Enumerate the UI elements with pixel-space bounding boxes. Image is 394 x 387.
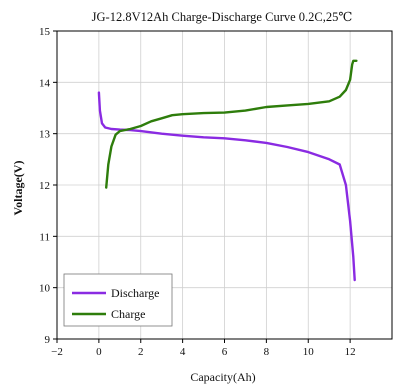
legend-label-charge: Charge	[111, 307, 145, 321]
y-tick-label: 14	[39, 77, 51, 89]
series-line-discharge	[97, 91, 356, 282]
x-tick-label: 4	[180, 346, 186, 358]
x-axis-ticks: −2 0 2 4 6 8 10 12	[51, 339, 356, 358]
series-line-charge	[105, 59, 358, 189]
legend: Discharge Charge	[63, 273, 173, 327]
y-tick-label: 11	[39, 231, 50, 243]
x-tick-label: 6	[222, 346, 228, 358]
y-tick-label: 15	[39, 26, 51, 38]
legend-box	[63, 273, 173, 327]
x-tick-label: 12	[345, 346, 356, 358]
y-axis-label: Voltage(V)	[11, 161, 25, 216]
x-tick-label: 2	[138, 346, 144, 358]
x-tick-label: 0	[96, 346, 102, 358]
x-tick-label: 10	[303, 346, 315, 358]
legend-label-discharge: Discharge	[111, 286, 159, 300]
y-tick-label: 13	[39, 129, 51, 141]
x-axis-label: Capacity(Ah)	[190, 370, 255, 384]
x-tick-label: 8	[264, 346, 270, 358]
y-axis-ticks: 9 10 11 12 13 14 15	[39, 26, 57, 346]
y-tick-label: 10	[39, 283, 51, 295]
x-tick-label: −2	[51, 346, 63, 358]
series-lines	[97, 59, 358, 282]
y-tick-label: 12	[39, 180, 50, 192]
y-tick-label: 9	[45, 334, 51, 346]
chart-title: JG-12.8V12Ah Charge-Discharge Curve 0.2C…	[92, 10, 353, 24]
